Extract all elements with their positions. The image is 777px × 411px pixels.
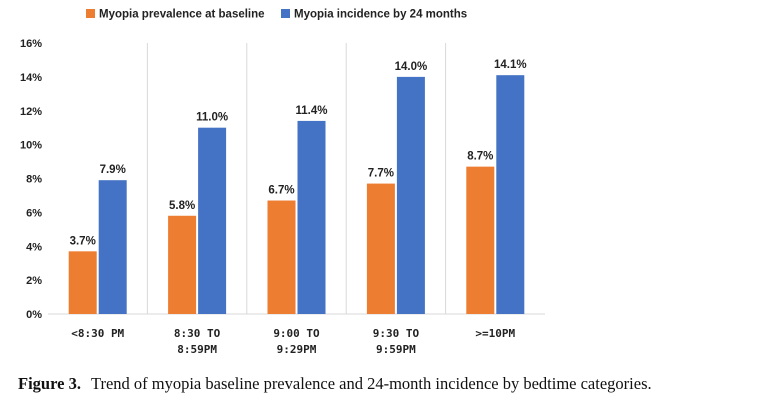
data-label: 8.7%: [467, 151, 493, 163]
y-tick-label: 2%: [26, 275, 42, 287]
caption-label: Figure 3.: [18, 374, 81, 393]
data-label: 14.0%: [395, 61, 428, 73]
data-label: 7.9%: [100, 164, 126, 176]
data-label: 7.7%: [368, 168, 394, 180]
category-separators: [146, 43, 447, 314]
bars: 3.7% 7.9% 5.8% 11.0% 6.7% 11.4% 7.7% 14.0% 8.7% 1…: [68, 59, 527, 315]
y-axis: 0% 2% 4% 6% 8% 10% 12% 14% 16%: [20, 38, 545, 321]
y-tick-label: 8%: [26, 174, 42, 186]
figure-caption: Figure 3. Trend of myopia baseline preval…: [18, 374, 768, 394]
data-label: 14.1%: [494, 59, 527, 71]
caption-text: Trend of myopia baseline prevalence and …: [90, 374, 652, 393]
bar-baseline-prevalence: [68, 251, 97, 314]
x-tick-label: 8:59PM: [177, 343, 217, 356]
bar-baseline-prevalence: [267, 200, 296, 314]
x-tick-label: 9:30 TO: [373, 327, 420, 340]
legend-swatch-1: [281, 9, 290, 18]
y-tick-label: 6%: [26, 207, 42, 219]
bar-baseline-prevalence: [168, 215, 197, 314]
data-label: 11.4%: [296, 105, 328, 117]
data-label: 6.7%: [268, 185, 294, 197]
x-tick-label: >=10PM: [475, 327, 515, 340]
data-label: 5.8%: [169, 200, 195, 212]
x-tick-label: 9:00 TO: [273, 327, 320, 340]
legend: Myopia prevalence at baseline Myopia inci…: [86, 9, 467, 21]
y-tick-label: 14%: [20, 72, 42, 84]
x-tick-label: 9:59PM: [376, 343, 416, 356]
bar-incidence-24mo: [98, 180, 127, 314]
x-tick-label: 8:30 TO: [174, 327, 221, 340]
bar-baseline-prevalence: [366, 183, 395, 314]
bar-chart: Myopia prevalence at baseline Myopia inci…: [20, 9, 545, 356]
x-axis: <8:30 PM 8:30 TO 8:59PM 9:00 TO 9:29PM 9:30 T…: [71, 327, 515, 356]
legend-label-0: Myopia prevalence at baseline: [99, 9, 265, 21]
bar-incidence-24mo: [198, 127, 227, 314]
y-tick-label: 10%: [20, 140, 42, 152]
data-label: 11.0%: [196, 112, 228, 124]
bar-baseline-prevalence: [466, 166, 495, 314]
y-tick-label: 16%: [20, 38, 42, 50]
legend-label-1: Myopia incidence by 24 months: [294, 9, 467, 21]
y-tick-label: 4%: [26, 241, 42, 253]
y-tick-label: 0%: [26, 309, 42, 321]
data-label: 3.7%: [70, 235, 96, 247]
x-tick-label: 9:29PM: [277, 343, 317, 356]
legend-swatch-0: [86, 9, 95, 18]
y-tick-label: 12%: [20, 106, 42, 118]
bar-incidence-24mo: [396, 76, 425, 314]
bar-incidence-24mo: [496, 75, 525, 315]
x-tick-label: <8:30 PM: [71, 327, 124, 340]
bar-incidence-24mo: [297, 120, 326, 314]
